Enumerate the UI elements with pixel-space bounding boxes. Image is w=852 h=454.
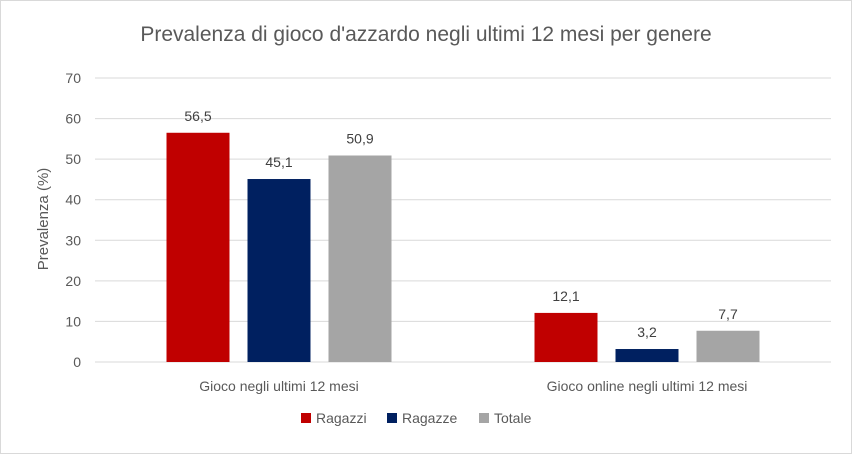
bar-totale-0 (328, 155, 392, 362)
y-axis-label: Prevalenza (%) (35, 168, 52, 271)
chart-title: Prevalenza di gioco d'azzardo negli ulti… (140, 23, 711, 46)
data-label: 7,7 (718, 306, 738, 322)
bar-ragazzi-0 (166, 132, 230, 362)
bars (166, 132, 760, 362)
legend-swatch-totale (479, 413, 489, 423)
y-tick-label: 60 (65, 111, 81, 127)
y-tick-label: 30 (65, 232, 81, 248)
data-label: 3,2 (637, 324, 657, 340)
legend-swatch-ragazzi (301, 413, 311, 423)
legend-label-totale: Totale (494, 410, 532, 426)
y-tick-label: 20 (65, 273, 81, 289)
legend: Ragazzi Ragazze Totale (301, 410, 532, 426)
y-tick-label: 40 (65, 192, 81, 208)
bar-totale-1 (696, 330, 760, 362)
category-labels: Gioco negli ultimi 12 mesi Gioco online n… (199, 378, 747, 394)
data-label: 56,5 (184, 108, 211, 124)
data-label: 50,9 (346, 130, 373, 146)
y-tick-label: 70 (65, 70, 81, 86)
y-tick-label: 10 (65, 313, 81, 329)
y-tick-label: 50 (65, 151, 81, 167)
legend-label-ragazzi: Ragazzi (316, 410, 367, 426)
bar-ragazze-1 (615, 349, 679, 362)
legend-label-ragazze: Ragazze (402, 410, 457, 426)
data-labels: 56,5 45,1 50,9 12,1 3,2 7,7 (184, 108, 738, 340)
category-label: Gioco online negli ultimi 12 mesi (547, 378, 748, 394)
category-label: Gioco negli ultimi 12 mesi (199, 378, 359, 394)
y-tick-label: 0 (73, 354, 81, 370)
bar-ragazze-0 (247, 179, 311, 362)
bar-ragazzi-1 (534, 312, 598, 362)
legend-swatch-ragazze (387, 413, 397, 423)
data-label: 45,1 (265, 154, 292, 170)
y-tick-labels: 0 10 20 30 40 50 60 70 (65, 70, 81, 370)
data-label: 12,1 (552, 288, 579, 304)
